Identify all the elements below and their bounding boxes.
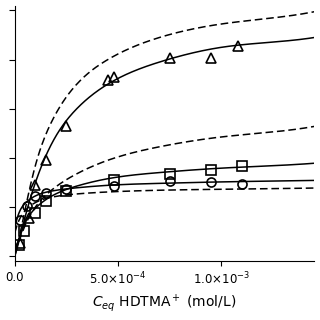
X-axis label: $C_{eq}$ HDTMA$^+$ (mol/L): $C_{eq}$ HDTMA$^+$ (mol/L) (92, 293, 237, 315)
